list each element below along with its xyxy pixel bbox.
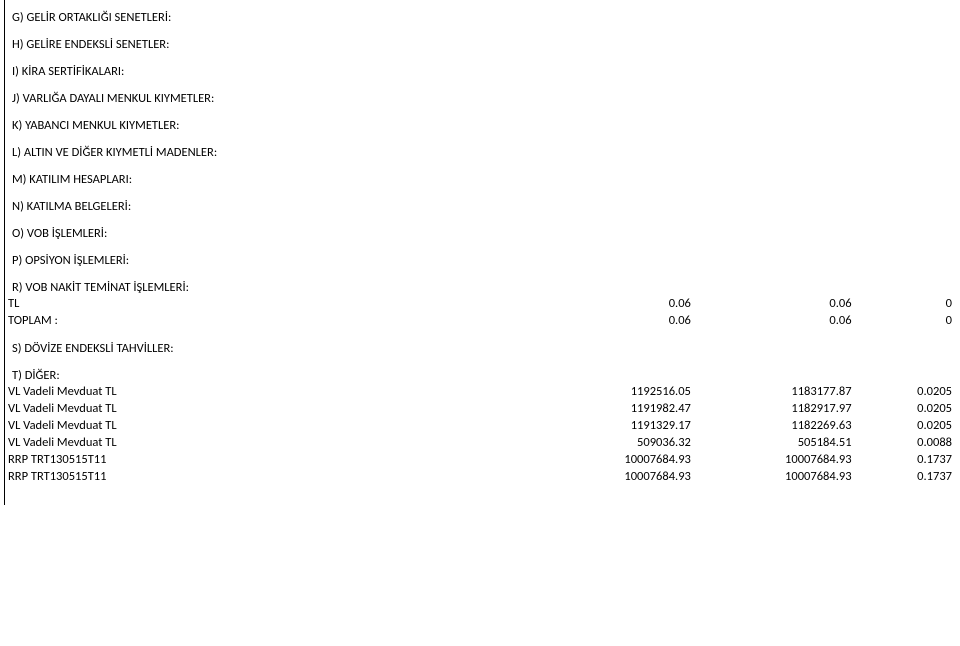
section-t-table: VL Vadeli Mevduat TL1192516.051183177.87… <box>8 383 952 485</box>
table-row: TOPLAM :0.060.060 <box>8 312 952 329</box>
document-page: G) GELİR ORTAKLIĞI SENETLERİ: H) GELİRE … <box>0 0 960 505</box>
heading-i: I) KİRA SERTİFİKALARI: <box>12 64 960 79</box>
vertical-rule <box>4 0 5 505</box>
heading-s: S) DÖVİZE ENDEKSLİ TAHVİLLER: <box>12 341 960 356</box>
row-value-3: 0.0205 <box>852 417 952 434</box>
table-row: VL Vadeli Mevduat TL509036.32505184.510.… <box>8 434 952 451</box>
row-value-3: 0.0088 <box>852 434 952 451</box>
row-label: VL Vadeli Mevduat TL <box>8 417 530 434</box>
section-r-table: TL0.060.060TOPLAM :0.060.060 <box>8 295 952 329</box>
row-value-2: 1182269.63 <box>691 417 852 434</box>
row-value-1: 1192516.05 <box>530 383 691 400</box>
row-value-3: 0 <box>852 295 952 312</box>
table-row: RRP TRT130515T1110007684.9310007684.930.… <box>8 451 952 468</box>
heading-k: K) YABANCI MENKUL KIYMETLER: <box>12 118 960 133</box>
table-row: VL Vadeli Mevduat TL1192516.051183177.87… <box>8 383 952 400</box>
row-value-1: 10007684.93 <box>530 468 691 485</box>
row-value-2: 1183177.87 <box>691 383 852 400</box>
table-row: VL Vadeli Mevduat TL1191982.471182917.97… <box>8 400 952 417</box>
heading-m: M) KATILIM HESAPLARI: <box>12 172 960 187</box>
row-value-2: 10007684.93 <box>691 451 852 468</box>
row-value-1: 10007684.93 <box>530 451 691 468</box>
row-label: RRP TRT130515T11 <box>8 468 530 485</box>
row-value-2: 10007684.93 <box>691 468 852 485</box>
table-row: RRP TRT130515T1110007684.9310007684.930.… <box>8 468 952 485</box>
row-value-3: 0.1737 <box>852 468 952 485</box>
heading-t: T) DİĞER: <box>12 368 960 383</box>
row-label: VL Vadeli Mevduat TL <box>8 400 530 417</box>
heading-n: N) KATILMA BELGELERİ: <box>12 199 960 214</box>
row-label: TOPLAM : <box>8 312 530 329</box>
row-value-1: 1191982.47 <box>530 400 691 417</box>
row-label: VL Vadeli Mevduat TL <box>8 434 530 451</box>
row-label: VL Vadeli Mevduat TL <box>8 383 530 400</box>
heading-r: R) VOB NAKİT TEMİNAT İŞLEMLERİ: <box>12 280 960 295</box>
row-value-1: 0.06 <box>530 312 691 329</box>
row-value-1: 1191329.17 <box>530 417 691 434</box>
table-row: VL Vadeli Mevduat TL1191329.171182269.63… <box>8 417 952 434</box>
row-value-2: 1182917.97 <box>691 400 852 417</box>
row-value-1: 509036.32 <box>530 434 691 451</box>
table-row: TL0.060.060 <box>8 295 952 312</box>
heading-j: J) VARLIĞA DAYALI MENKUL KIYMETLER: <box>12 91 960 106</box>
row-value-1: 0.06 <box>530 295 691 312</box>
heading-l: L) ALTIN VE DİĞER KIYMETLİ MADENLER: <box>12 145 960 160</box>
row-value-3: 0.0205 <box>852 400 952 417</box>
heading-g: G) GELİR ORTAKLIĞI SENETLERİ: <box>12 10 960 25</box>
heading-p: P) OPSİYON İŞLEMLERİ: <box>12 253 960 268</box>
row-value-2: 505184.51 <box>691 434 852 451</box>
row-label: TL <box>8 295 530 312</box>
row-value-2: 0.06 <box>691 312 852 329</box>
heading-h: H) GELİRE ENDEKSLİ SENETLER: <box>12 37 960 52</box>
row-label: RRP TRT130515T11 <box>8 451 530 468</box>
row-value-3: 0.1737 <box>852 451 952 468</box>
row-value-3: 0 <box>852 312 952 329</box>
heading-o: O) VOB İŞLEMLERİ: <box>12 226 960 241</box>
row-value-3: 0.0205 <box>852 383 952 400</box>
row-value-2: 0.06 <box>691 295 852 312</box>
